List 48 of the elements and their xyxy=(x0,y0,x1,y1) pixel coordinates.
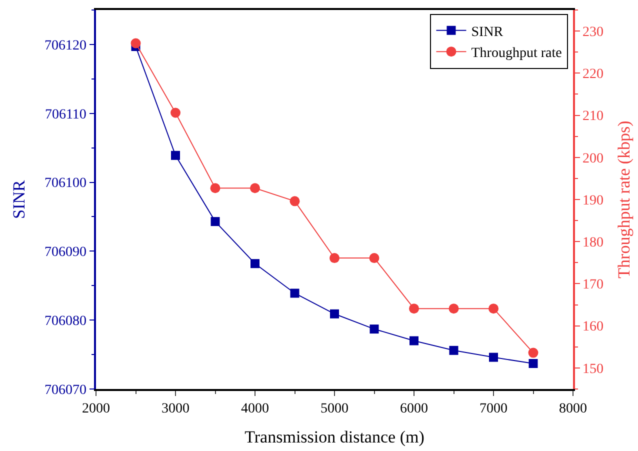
point xyxy=(290,288,300,298)
point xyxy=(250,259,260,268)
x-tick-label: 6000 xyxy=(400,402,428,417)
point xyxy=(330,309,339,318)
y-tick-label: 706090 xyxy=(44,245,86,260)
x-axis-title: Transmission distance (m) xyxy=(244,427,424,446)
y2-tick-label: 190 xyxy=(582,193,604,208)
point xyxy=(410,336,418,346)
y2-tick-label: 210 xyxy=(582,109,604,124)
x-tick-label: 8000 xyxy=(559,402,587,417)
point xyxy=(330,253,340,264)
point xyxy=(369,253,380,264)
x-tick-label: 2000 xyxy=(82,402,110,417)
x-tick-label: 3000 xyxy=(162,402,190,417)
y-tick-label: 706120 xyxy=(44,38,86,54)
point xyxy=(130,38,141,48)
point xyxy=(528,359,538,368)
point xyxy=(250,183,260,194)
y-axis-title: SINR xyxy=(10,179,28,219)
point xyxy=(488,304,498,314)
x-tick-label: 5000 xyxy=(320,402,348,417)
point xyxy=(210,217,220,226)
y-tick-label: 706100 xyxy=(44,176,86,192)
y2-tick-label: 180 xyxy=(582,236,604,251)
y2-tick-label: 200 xyxy=(582,151,604,166)
x-tick-label: 4000 xyxy=(241,402,269,417)
y-tick-label: 706110 xyxy=(44,107,86,122)
x-tick-label: 7000 xyxy=(480,402,508,417)
point xyxy=(370,324,379,334)
y2-tick-label: 220 xyxy=(582,67,604,82)
point xyxy=(170,108,180,118)
y2-tick-label: 150 xyxy=(582,362,604,377)
point xyxy=(290,196,300,206)
y2-axis-title: Throughput rate (kbps) xyxy=(614,120,634,278)
y2-tick-label: 230 xyxy=(582,24,604,40)
point xyxy=(528,348,538,358)
point xyxy=(449,346,458,355)
y2-tick-label: 170 xyxy=(582,278,604,293)
point xyxy=(210,183,220,194)
y-tick-label: 706080 xyxy=(44,314,86,329)
legend-label: SINR xyxy=(471,24,504,40)
point xyxy=(448,304,459,314)
point xyxy=(489,352,498,362)
point xyxy=(409,304,419,314)
y2-tick-label: 160 xyxy=(582,320,604,335)
legend-label: Throughput rate xyxy=(471,46,562,62)
y-tick-label: 706070 xyxy=(44,382,86,398)
point xyxy=(171,150,180,160)
